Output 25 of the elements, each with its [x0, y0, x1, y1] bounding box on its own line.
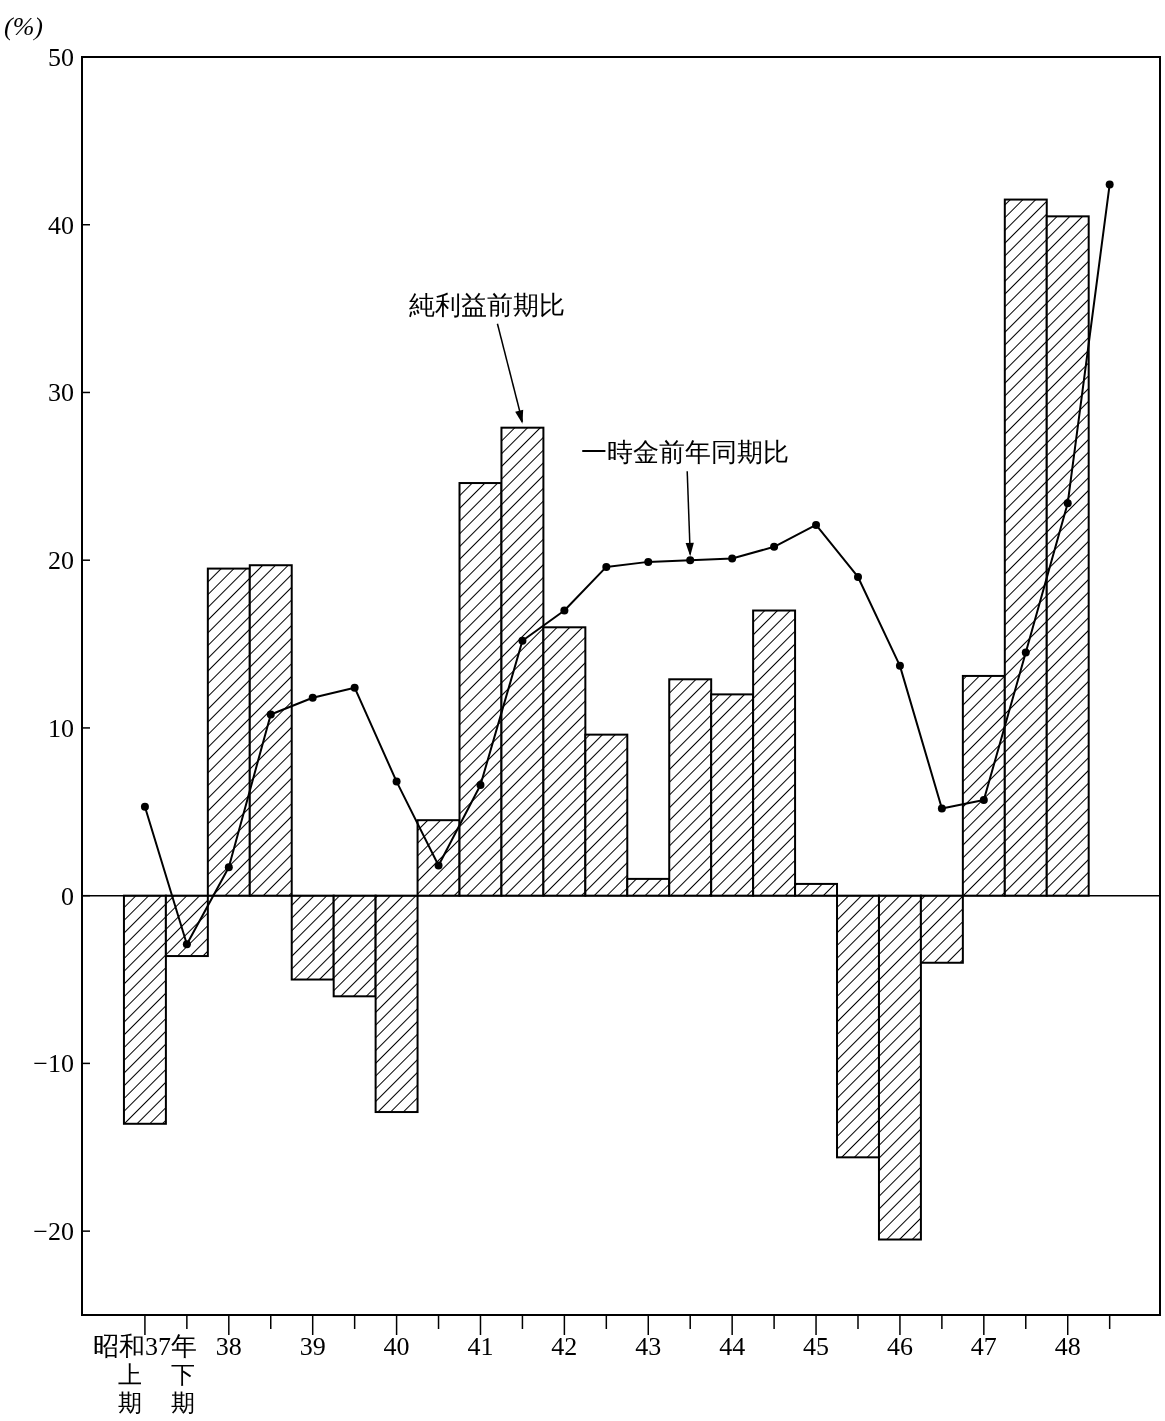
text: 純利益前期比: [409, 290, 566, 320]
x-tick-label: 46: [886, 1332, 913, 1361]
x-tick-label: 38: [215, 1332, 242, 1361]
x-tick-label: 47: [970, 1332, 997, 1361]
text: 下期: [170, 1362, 195, 1416]
x-tick-label: 昭和37年: [92, 1332, 197, 1361]
x-tick-label: 44: [719, 1332, 746, 1361]
y-tick-label: −10: [33, 1049, 74, 1079]
x-tick-label: 45: [803, 1332, 830, 1361]
x-tick-label: 48: [1054, 1332, 1081, 1361]
y-tick-label: 10: [48, 713, 74, 743]
y-tick-label: 0: [61, 881, 74, 911]
y-tick-label: 30: [48, 378, 74, 408]
x-tick-label: 42: [551, 1332, 578, 1361]
y-tick-label: 40: [48, 210, 74, 240]
y-tick-label: −20: [33, 1217, 74, 1247]
x-tick-label: 43: [635, 1332, 662, 1361]
y-tick-label: 20: [48, 546, 74, 576]
x-tick-label: 39: [299, 1332, 326, 1361]
x-tick-label: 41: [467, 1332, 494, 1361]
x-tick-label: 40: [383, 1332, 410, 1361]
text: 一時金前年同期比: [581, 438, 790, 468]
text: 上期: [118, 1362, 143, 1416]
y-tick-label: 50: [48, 43, 74, 72]
y-axis-title: (%): [4, 12, 43, 41]
